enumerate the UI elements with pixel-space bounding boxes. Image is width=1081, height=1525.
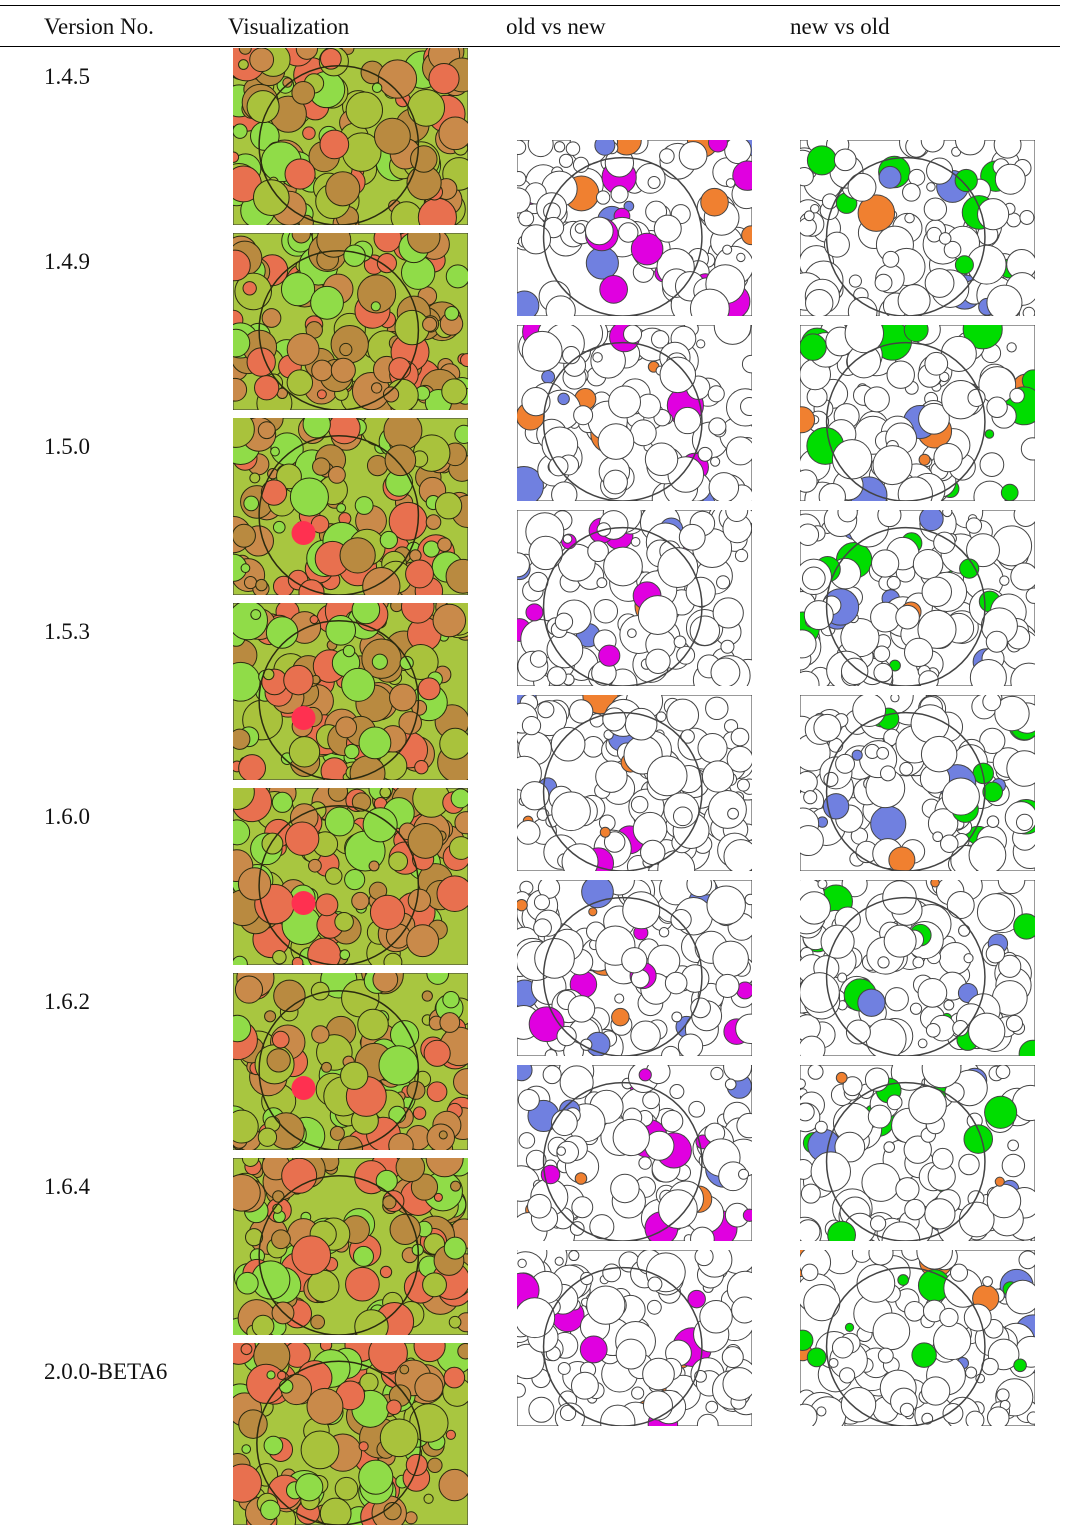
version-label: 1.5.3 — [44, 619, 90, 645]
old-vs-new-image — [517, 695, 752, 871]
version-label: 1.6.0 — [44, 804, 90, 830]
page: Version No. Visualization old vs new new vs… — [0, 0, 1081, 1525]
old-vs-new-image — [517, 140, 752, 316]
column-header: new vs old — [790, 14, 890, 40]
version-label: 1.6.2 — [44, 989, 90, 1015]
old-vs-new-image — [517, 325, 752, 501]
new-vs-old-image — [800, 880, 1035, 1056]
visualization-image — [233, 1343, 468, 1525]
old-vs-new-image — [517, 880, 752, 1056]
new-vs-old-image — [800, 1065, 1035, 1241]
new-vs-old-image — [800, 1250, 1035, 1426]
old-vs-new-image — [517, 1250, 752, 1426]
column-header: Visualization — [228, 14, 349, 40]
version-label: 1.6.4 — [44, 1174, 90, 1200]
version-label: 2.0.0-BETA6 — [44, 1359, 167, 1385]
new-vs-old-image — [800, 510, 1035, 686]
visualization-image — [233, 973, 468, 1150]
version-label: 1.4.9 — [44, 249, 90, 275]
visualization-image — [233, 418, 468, 595]
visualization-image — [233, 233, 468, 410]
version-label: 1.5.0 — [44, 434, 90, 460]
top-rule — [0, 5, 1060, 6]
old-vs-new-image — [517, 1065, 752, 1241]
new-vs-old-image — [800, 695, 1035, 871]
visualization-image — [233, 48, 468, 225]
visualization-image — [233, 603, 468, 780]
visualization-image — [233, 788, 468, 965]
column-header: old vs new — [506, 14, 606, 40]
header-rule — [0, 46, 1060, 47]
visualization-image — [233, 1158, 468, 1335]
old-vs-new-image — [517, 510, 752, 686]
new-vs-old-image — [800, 140, 1035, 316]
column-header: Version No. — [44, 14, 154, 40]
new-vs-old-image — [800, 325, 1035, 501]
version-label: 1.4.5 — [44, 64, 90, 90]
